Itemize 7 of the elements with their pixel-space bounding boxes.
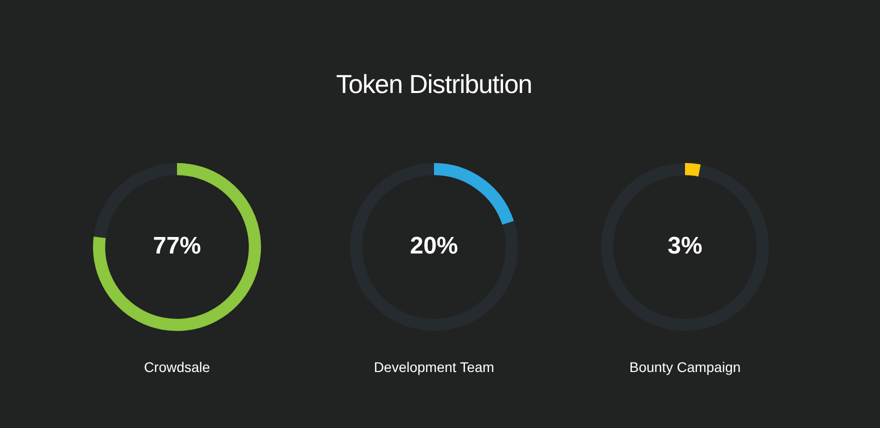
text: Bounty Campaign: [629, 358, 741, 375]
data-label: 3%: [668, 232, 702, 260]
data-label: 20%: [410, 232, 458, 260]
chart-title: Token Distribution: [335, 68, 533, 100]
data-label: 77%: [152, 232, 202, 260]
text: Development Team: [374, 358, 494, 375]
text: Crowdsale: [144, 358, 210, 375]
